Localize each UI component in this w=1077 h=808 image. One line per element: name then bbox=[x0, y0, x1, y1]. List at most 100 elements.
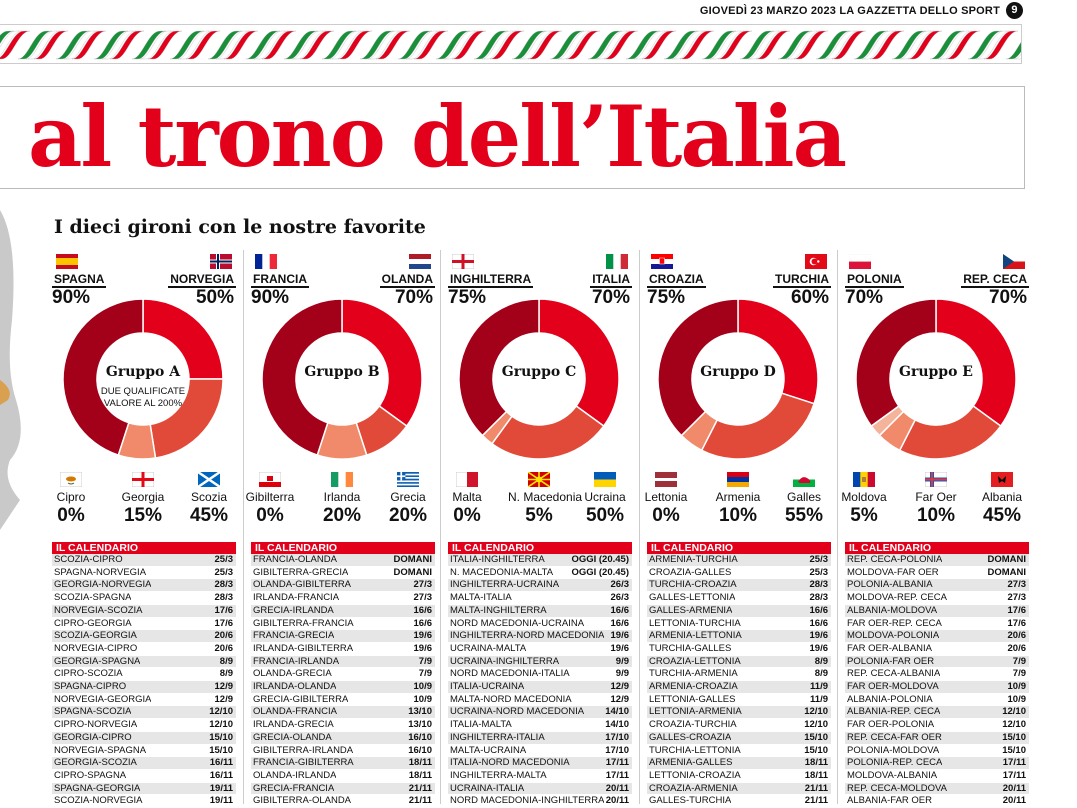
fixture-match: LETTONIA-GALLES bbox=[649, 693, 736, 705]
ribbon-stripe bbox=[473, 30, 509, 60]
fixture-date: 19/6 bbox=[809, 642, 829, 654]
fixture-date: 15/10 bbox=[209, 744, 233, 756]
ribbon-stripe bbox=[929, 30, 965, 60]
fixture-match: SPAGNA-CIPRO bbox=[54, 681, 127, 693]
fixture-date: 10/9 bbox=[1007, 693, 1027, 705]
fixture-match: ITALIA-INGHILTERRA bbox=[450, 554, 545, 565]
fixture-date: 15/10 bbox=[804, 731, 828, 743]
fixture-match: MALTA-UCRAINA bbox=[450, 744, 527, 756]
fixture-row: ALBANIA-POLONIA 10/9 bbox=[845, 694, 1029, 707]
donut-segment bbox=[657, 298, 739, 437]
ribbon-stripe bbox=[519, 30, 555, 60]
group-panel: FRANCIA OLANDA 90% 70% Gruppo B Gibilterra … bbox=[246, 254, 435, 808]
fixture-match: ITALIA-NORD MACEDONIA bbox=[450, 757, 570, 769]
fixture-match: FAR OER-ALBANIA bbox=[847, 642, 932, 654]
fixture-row: UCRAINA-ITALIA 20/11 bbox=[448, 782, 632, 796]
fixture-match: GEORGIA-SCOZIA bbox=[54, 757, 137, 769]
fixture-date: 21/11 bbox=[804, 795, 828, 807]
ribbon-stripe bbox=[663, 30, 699, 60]
ribbon-stripe bbox=[435, 30, 471, 60]
fixture-date: 17/6 bbox=[1007, 604, 1027, 616]
fixture-match: REP. CECA-MOLDOVA bbox=[847, 782, 947, 794]
fixture-row: SCOZIA-CIPRO 25/3 bbox=[52, 554, 236, 567]
ribbon-stripe bbox=[587, 30, 623, 60]
ribbon-stripe bbox=[1005, 41, 1021, 60]
fixture-match: POLONIA-MOLDOVA bbox=[847, 744, 940, 756]
fixture-date: 17/6 bbox=[214, 604, 234, 616]
outsider-team: Gibilterra 0% bbox=[239, 471, 301, 527]
flag-icon bbox=[924, 471, 948, 488]
ribbon-stripe bbox=[481, 30, 517, 60]
fixture-row: SPAGNA-NORVEGIA 25/3 bbox=[52, 567, 236, 580]
ribbon-stripe bbox=[413, 30, 449, 60]
fixture-date: 8/9 bbox=[814, 668, 828, 680]
flag-icon bbox=[655, 472, 677, 487]
fixture-match: UCRAINA-NORD MACEDONIA bbox=[450, 706, 585, 718]
team-percentage: 0% bbox=[57, 505, 85, 526]
ribbon-stripe bbox=[937, 30, 973, 60]
fixture-row: GALLES-TURCHIA 21/11 bbox=[647, 795, 831, 808]
fixture-row: FAR OER-ALBANIA 20/6 bbox=[845, 643, 1029, 656]
fixture-date: DOMANI bbox=[393, 566, 432, 578]
fixture-match: INGHILTERRA-UCRAINA bbox=[450, 579, 560, 591]
ribbon-stripe bbox=[299, 30, 335, 60]
fixture-row: SCOZIA-NORVEGIA 19/11 bbox=[52, 795, 236, 808]
fixture-date: 20/6 bbox=[1007, 642, 1027, 654]
flag-icon bbox=[331, 472, 353, 487]
team-name: Moldova bbox=[841, 490, 887, 504]
team-percentage: 0% bbox=[453, 505, 481, 526]
fixture-date: 20/6 bbox=[214, 630, 234, 642]
fixture-row: CIPRO-SCOZIA 8/9 bbox=[52, 668, 236, 682]
ribbon-stripe bbox=[945, 30, 981, 60]
favorite-team-name: SPAGNA bbox=[52, 272, 107, 288]
team-name: Malta bbox=[452, 490, 482, 504]
fixture-match: CROAZIA-ARMENIA bbox=[649, 782, 738, 794]
outsider-team: Ucraina 50% bbox=[574, 472, 636, 527]
ribbon-stripe bbox=[853, 30, 889, 60]
fixture-date: 20/6 bbox=[214, 642, 234, 654]
ribbon-stripe bbox=[785, 30, 821, 60]
ribbon-stripe bbox=[291, 30, 327, 60]
outsider-team: Galles 55% bbox=[773, 472, 835, 527]
fixture-match: UCRAINA-INGHILTERRA bbox=[450, 655, 560, 667]
team-percentage: 50% bbox=[585, 505, 625, 526]
fixture-date: 12/9 bbox=[214, 693, 234, 705]
fixture-row: GRECIA-GIBILTERRA 10/9 bbox=[251, 694, 435, 707]
fixture-match: NORD MACEDONIA-INGHILTERRA bbox=[450, 795, 605, 807]
favorite-team-percentage: 60% bbox=[790, 287, 829, 308]
ribbon-stripe bbox=[793, 30, 829, 60]
fixture-match: IRLANDA-FRANCIA bbox=[253, 592, 340, 604]
fixture-match: FRANCIA-OLANDA bbox=[253, 554, 337, 565]
fixture-match: NORD MACEDONIA-ITALIA bbox=[450, 668, 570, 680]
fixture-match: ARMENIA-LETTONIA bbox=[649, 630, 742, 642]
ribbon-stripe bbox=[321, 30, 357, 60]
qualification-donut-chart: Gruppo E bbox=[851, 294, 1021, 464]
fixture-row: NORVEGIA-GEORGIA 12/9 bbox=[52, 694, 236, 707]
outsider-team: Cipro 0% bbox=[40, 471, 102, 527]
fixture-row: CIPRO-NORVEGIA 12/10 bbox=[52, 719, 236, 732]
fixture-match: MOLDOVA-FAR OER bbox=[847, 566, 939, 578]
ribbon-graphic bbox=[0, 30, 1021, 60]
fixture-date: 12/10 bbox=[804, 719, 828, 731]
fixture-date: 28/3 bbox=[214, 592, 234, 604]
ribbon-stripe bbox=[359, 30, 395, 60]
fixture-match: GRECIA-IRLANDA bbox=[253, 604, 334, 616]
fixture-match: REP. CECA-FAR OER bbox=[847, 731, 942, 743]
fixture-row: ALBANIA-FAR OER 20/11 bbox=[845, 795, 1029, 808]
fixture-match: IRLANDA-GIBILTERRA bbox=[253, 642, 354, 654]
fixture-row: INGHILTERRA-MALTA 17/11 bbox=[448, 770, 632, 783]
flag-icon bbox=[727, 472, 749, 487]
fixture-match: MALTA-INGHILTERRA bbox=[450, 604, 547, 616]
fixture-match: ITALIA-MALTA bbox=[450, 719, 512, 731]
fixture-row: OLANDA-GIBILTERRA 27/3 bbox=[251, 579, 435, 593]
fixture-date: 21/11 bbox=[408, 782, 432, 794]
fixture-row: ARMENIA-GALLES 18/11 bbox=[647, 757, 831, 770]
fixture-row: INGHILTERRA-NORD MACEDONIA 19/6 bbox=[448, 630, 632, 643]
fixture-match: IRLANDA-OLANDA bbox=[253, 681, 337, 693]
fixture-match: CROAZIA-GALLES bbox=[649, 566, 732, 578]
ribbon-stripe bbox=[899, 30, 935, 60]
fixture-calendar: IL CALENDARIO ARMENIA-TURCHIA 25/3 CROAZIA-… bbox=[647, 542, 831, 808]
fixture-row: ALBANIA-MOLDOVA 17/6 bbox=[845, 604, 1029, 618]
fixture-match: MOLDOVA-REP. CECA bbox=[847, 592, 947, 604]
fixture-match: REP. CECA-POLONIA bbox=[847, 554, 943, 565]
